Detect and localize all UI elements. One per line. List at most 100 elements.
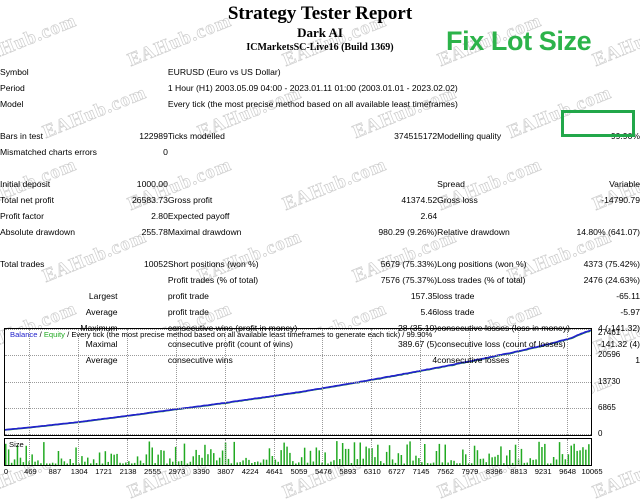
lot-size-bars-svg	[5, 441, 590, 465]
lot-size-bar	[122, 463, 124, 465]
lot-size-bar	[292, 461, 294, 465]
lot-size-bar	[236, 462, 238, 465]
maximal-drawdown-label: Maximal drawdown	[167, 227, 242, 237]
lot-size-bar	[160, 450, 162, 465]
lot-size-bar	[172, 461, 174, 465]
lot-size-bar	[394, 462, 397, 465]
profit-trades-value: 7576 (75.37%)	[380, 275, 438, 285]
lot-size-bar	[552, 457, 555, 465]
lot-size-bar	[368, 448, 370, 465]
lot-size-bar	[558, 442, 561, 465]
lot-size-bar	[216, 460, 218, 465]
table-row: Largest profit trade 157.35 loss trade -…	[0, 288, 640, 304]
lot-size-bar	[494, 456, 496, 465]
lot-size-bar	[148, 441, 151, 465]
lot-size-bar	[541, 447, 543, 465]
absolute-drawdown-value: 255.78	[141, 227, 168, 237]
lot-size-bar	[514, 444, 517, 465]
loss-trades-label: Loss trades (% of total)	[437, 275, 526, 285]
symbol-value: EURUSD (Euro vs US Dollar)	[167, 67, 281, 77]
lot-size-bar	[424, 444, 426, 465]
lot-size-bar	[435, 451, 438, 465]
lot-size-bar	[482, 458, 485, 465]
x-axis: 0 469 887 1304 1721 2138 2555 2973 3390 3807 4224 4…	[4, 467, 604, 479]
lot-size-bar	[95, 463, 98, 465]
lot-size-bar	[268, 448, 271, 465]
lot-size-bar	[532, 459, 534, 465]
lot-size-bar	[585, 449, 587, 465]
gridline-vertical	[29, 329, 30, 435]
lot-size-bar	[344, 448, 347, 465]
lot-size-bar	[101, 463, 104, 465]
lot-size-bar	[145, 454, 148, 465]
lot-size-bar	[251, 463, 253, 465]
maximal-consecutive-loss-label: consecutive loss (count of losses)	[437, 339, 566, 349]
gridline-vertical	[127, 439, 128, 465]
row-spacer	[0, 240, 640, 256]
gridline-vertical	[322, 439, 323, 465]
lot-size-bar	[198, 455, 200, 465]
x-axis-tick-label: 5893	[339, 467, 357, 476]
average-loss-trade-label: loss trade	[437, 307, 475, 317]
lot-size-bar	[333, 460, 335, 465]
gridline-horizontal	[5, 382, 591, 383]
gridline-vertical	[518, 329, 519, 435]
lot-size-bar	[213, 453, 215, 465]
table-row: Maximum consecutive wins (profit in mone…	[0, 320, 640, 336]
lot-size-bar	[128, 461, 130, 465]
lot-size-bar	[544, 443, 546, 465]
size-legend-label: Size	[9, 440, 24, 449]
lot-size-bar	[324, 452, 326, 465]
lot-size-bar	[230, 463, 233, 465]
y-axis-tick-label: 6865	[598, 403, 616, 412]
lot-size-bar	[133, 462, 136, 465]
legend-description: Every tick (the most precise method base…	[71, 330, 433, 339]
lot-size-bar	[34, 461, 36, 465]
lot-size-bar	[300, 457, 303, 465]
lot-size-bar	[306, 462, 309, 465]
spread-label: Spread	[437, 179, 465, 189]
gross-profit-value: 41374.52	[401, 195, 438, 205]
lot-size-bar	[339, 459, 341, 465]
table-row: Total trades 10052 Short positions (won …	[0, 256, 640, 272]
lot-size-bar	[25, 445, 27, 465]
max-consecutive-wins-label: consecutive wins (profit in money)	[167, 323, 298, 333]
symbol-label: Symbol	[0, 67, 29, 77]
lot-size-bar	[277, 461, 279, 465]
expected-payoff-label: Expected payoff	[167, 211, 230, 221]
relative-drawdown-value: 14.80% (641.07)	[576, 227, 640, 237]
average2-label: Average	[85, 355, 118, 365]
lot-size-bar	[289, 452, 291, 465]
gridline-vertical	[274, 329, 275, 435]
lot-size-panel: Size	[4, 438, 592, 466]
lot-size-bar	[315, 447, 318, 465]
initial-deposit-label: Initial deposit	[0, 179, 51, 189]
lot-size-bar	[400, 455, 403, 465]
lot-size-bar	[385, 451, 388, 465]
report-header: Strategy Tester Report Dark AI ICMarkets…	[0, 0, 640, 55]
lot-size-bar	[470, 463, 473, 465]
gridline-horizontal	[5, 355, 591, 356]
model-label: Model	[0, 99, 24, 109]
table-row: Average profit trade 5.46 loss trade -5.…	[0, 304, 640, 320]
equity-chart: Balance / Equity / Every tick (the most …	[4, 328, 636, 476]
lot-size-bar	[488, 453, 490, 465]
gridline-horizontal	[5, 329, 591, 330]
lot-size-bar	[295, 463, 297, 465]
gridline-vertical	[29, 439, 30, 465]
lot-size-bar	[10, 462, 13, 465]
x-axis-tick-label: 7562	[437, 467, 454, 476]
lot-size-bar	[561, 454, 564, 465]
lot-size-bar	[511, 462, 514, 465]
lot-size-bar	[538, 441, 540, 465]
gridline-vertical	[567, 329, 568, 435]
table-row: Bars in test 122989 Ticks modelled 37451…	[0, 128, 640, 144]
x-axis-tick-label: 2138	[119, 467, 137, 476]
gridline-horizontal	[5, 434, 591, 435]
lot-size-bar	[356, 459, 359, 465]
gridline-vertical	[78, 329, 79, 435]
lot-size-bar	[51, 462, 54, 465]
x-axis-tick-label: 469	[24, 467, 37, 476]
lot-size-bar	[456, 463, 458, 465]
row-spacer	[0, 160, 640, 176]
